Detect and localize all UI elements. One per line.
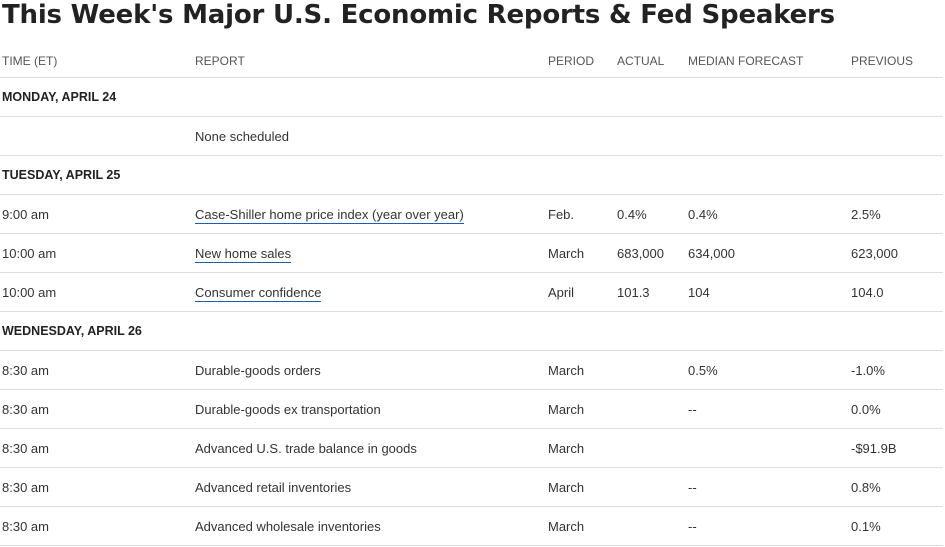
- time-cell: [0, 116, 193, 156]
- median-forecast-cell: [686, 116, 849, 156]
- previous-cell: -$91.9B: [849, 428, 943, 468]
- period-cell: March: [546, 389, 615, 429]
- median-forecast-cell: 0.5%: [686, 350, 849, 390]
- median-forecast-cell: 104: [686, 272, 849, 312]
- report-cell: New home sales: [193, 233, 546, 273]
- report-cell: Advanced retail inventories: [193, 467, 546, 507]
- actual-cell: [615, 350, 686, 390]
- table-body: MONDAY, APRIL 24 None scheduled TUESDAY, A…: [0, 77, 943, 546]
- period-cell: April: [546, 272, 615, 312]
- table-row: None scheduled: [0, 116, 943, 156]
- column-header-median-forecast: MEDIAN FORECAST: [686, 44, 849, 78]
- period-cell: [546, 116, 615, 156]
- previous-cell: 2.5%: [849, 194, 943, 234]
- median-forecast-cell: 634,000: [686, 233, 849, 273]
- median-forecast-cell: 0.4%: [686, 194, 849, 234]
- report-cell: Advanced U.S. trade balance in goods: [193, 428, 546, 468]
- table-row: 8:30 am Durable-goods orders March 0.5% -1.0…: [0, 350, 943, 390]
- column-header-actual: ACTUAL: [615, 44, 686, 78]
- actual-cell: 0.4%: [615, 194, 686, 234]
- actual-cell: [615, 467, 686, 507]
- time-cell: 8:30 am: [0, 389, 193, 429]
- table-row: 8:30 am Advanced U.S. trade balance in go…: [0, 428, 943, 468]
- previous-cell: -1.0%: [849, 350, 943, 390]
- day-label: WEDNESDAY, APRIL 26: [0, 311, 943, 351]
- median-forecast-cell: --: [686, 389, 849, 429]
- time-cell: 8:30 am: [0, 506, 193, 546]
- report-link[interactable]: Consumer confidence: [195, 284, 322, 302]
- period-cell: March: [546, 467, 615, 507]
- table-row: 8:30 am Advanced wholesale inventories Mar…: [0, 506, 943, 546]
- economic-calendar-table: TIME (ET) REPORT PERIOD ACTUAL MEDIAN FO…: [0, 44, 943, 546]
- time-cell: 10:00 am: [0, 272, 193, 312]
- actual-cell: [615, 506, 686, 546]
- day-label: MONDAY, APRIL 24: [0, 77, 943, 117]
- table-row: 10:00 am New home sales March 683,000 634,00…: [0, 233, 943, 273]
- time-cell: 8:30 am: [0, 428, 193, 468]
- column-header-previous: PREVIOUS: [849, 44, 943, 78]
- median-forecast-cell: [686, 428, 849, 468]
- time-cell: 8:30 am: [0, 467, 193, 507]
- table-row: 8:30 am Durable-goods ex transportation Ma…: [0, 389, 943, 429]
- period-cell: March: [546, 506, 615, 546]
- actual-cell: [615, 116, 686, 156]
- report-cell: Durable-goods orders: [193, 350, 546, 390]
- actual-cell: 101.3: [615, 272, 686, 312]
- median-forecast-cell: --: [686, 506, 849, 546]
- page-title: This Week's Major U.S. Economic Reports …: [2, 0, 835, 30]
- day-header-row: WEDNESDAY, APRIL 26: [0, 311, 943, 351]
- table-row: 10:00 am Consumer confidence April 101.3 104…: [0, 272, 943, 312]
- period-cell: Feb.: [546, 194, 615, 234]
- actual-cell: [615, 389, 686, 429]
- actual-cell: 683,000: [615, 233, 686, 273]
- report-cell: Durable-goods ex transportation: [193, 389, 546, 429]
- report-cell: None scheduled: [193, 116, 546, 156]
- report-link[interactable]: New home sales: [195, 245, 292, 263]
- table-row: 9:00 am Case-Shiller home price index (ye…: [0, 194, 943, 234]
- table-header-row: TIME (ET) REPORT PERIOD ACTUAL MEDIAN FO…: [0, 44, 943, 78]
- report-link[interactable]: Case-Shiller home price index (year over…: [195, 206, 464, 224]
- time-cell: 9:00 am: [0, 194, 193, 234]
- report-cell: Advanced wholesale inventories: [193, 506, 546, 546]
- report-cell: Consumer confidence: [193, 272, 546, 312]
- column-header-report: REPORT: [193, 44, 546, 78]
- period-cell: March: [546, 428, 615, 468]
- period-cell: March: [546, 350, 615, 390]
- day-label: TUESDAY, APRIL 25: [0, 155, 943, 195]
- day-header-row: MONDAY, APRIL 24: [0, 77, 943, 117]
- previous-cell: 623,000: [849, 233, 943, 273]
- time-cell: 10:00 am: [0, 233, 193, 273]
- day-header-row: TUESDAY, APRIL 25: [0, 155, 943, 195]
- previous-cell: 104.0: [849, 272, 943, 312]
- actual-cell: [615, 428, 686, 468]
- previous-cell: [849, 116, 943, 156]
- report-cell: Case-Shiller home price index (year over…: [193, 194, 546, 234]
- period-cell: March: [546, 233, 615, 273]
- previous-cell: 0.8%: [849, 467, 943, 507]
- previous-cell: 0.0%: [849, 389, 943, 429]
- time-cell: 8:30 am: [0, 350, 193, 390]
- column-header-period: PERIOD: [546, 44, 615, 78]
- column-header-time: TIME (ET): [0, 44, 193, 78]
- table-row: 8:30 am Advanced retail inventories March -…: [0, 467, 943, 507]
- median-forecast-cell: --: [686, 467, 849, 507]
- previous-cell: 0.1%: [849, 506, 943, 546]
